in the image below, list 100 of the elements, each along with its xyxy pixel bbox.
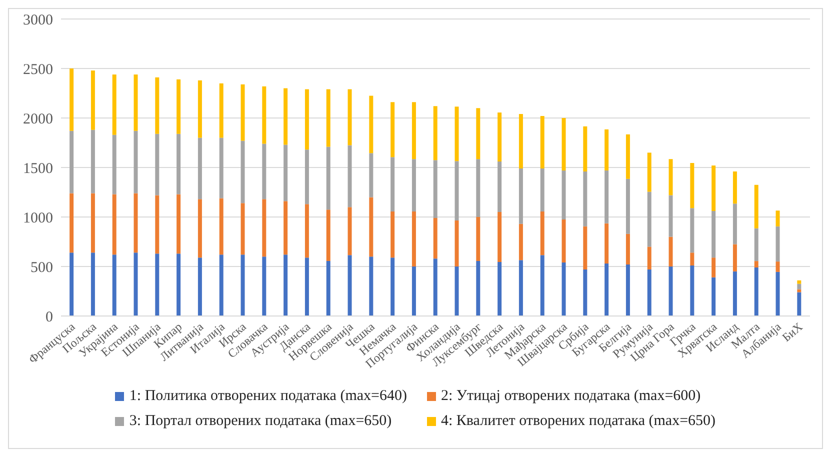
bar: [240, 84, 245, 141]
bar: [240, 254, 245, 316]
legend-label: 2: Утицај отворених података (max=600): [440, 388, 701, 405]
bar: [498, 262, 502, 316]
bar: [690, 266, 694, 316]
bar: [540, 255, 544, 316]
bar: [604, 264, 609, 316]
bar: [776, 272, 780, 316]
bar: [70, 68, 74, 131]
bar: [626, 264, 630, 316]
bar: [668, 236, 673, 266]
bar: [690, 208, 694, 253]
y-tick-label: 0: [46, 309, 53, 326]
y-tick-label: 1000: [23, 210, 53, 226]
legend-label: 1: Политика отворених података (max=640): [129, 388, 407, 405]
bar: [518, 224, 523, 260]
bar: [176, 194, 181, 254]
bar: [198, 258, 202, 316]
bar: [604, 129, 609, 170]
bar: [262, 86, 266, 144]
bar: [304, 258, 309, 316]
bar: [348, 145, 352, 208]
bar: [540, 116, 544, 168]
bar: [198, 199, 202, 258]
bar: [454, 106, 459, 162]
bar: [219, 138, 224, 198]
bar: [176, 254, 181, 316]
bar: [797, 280, 802, 284]
bar: [433, 218, 438, 259]
legend-label: 3: Портал отворених података (max=650): [129, 413, 392, 430]
bar: [155, 195, 160, 254]
bar: [712, 166, 716, 212]
bar: [219, 83, 224, 138]
bar: [240, 203, 245, 255]
bar: [112, 194, 116, 255]
bar: [562, 170, 566, 220]
bar: [70, 193, 74, 253]
bar: [326, 146, 330, 210]
bar: [540, 168, 544, 212]
bar: [390, 258, 395, 316]
bar: [668, 195, 673, 237]
bar: [776, 210, 780, 226]
bar: [412, 212, 416, 266]
bar: [369, 197, 374, 257]
bar: [262, 144, 266, 200]
y-tick-label: 500: [30, 260, 53, 276]
bar: [754, 184, 758, 228]
bar: [326, 89, 330, 147]
bar: [647, 152, 652, 192]
bar: [176, 134, 181, 194]
bar: [476, 261, 480, 316]
bar: [112, 134, 116, 194]
bar: [454, 220, 459, 266]
bar: [390, 212, 395, 258]
bar: [754, 267, 758, 316]
bar: [498, 112, 502, 162]
bar: [369, 153, 374, 198]
bar: [518, 114, 523, 168]
bar: [112, 254, 116, 316]
bar: [155, 254, 160, 316]
bar: [668, 266, 673, 316]
y-tick-label: 2500: [23, 62, 53, 78]
bar: [498, 212, 502, 262]
bar: [284, 201, 288, 255]
bar: [518, 168, 523, 224]
bar: [304, 89, 309, 150]
bar: [412, 266, 416, 316]
bar: [776, 226, 780, 262]
bar: [754, 228, 758, 262]
bar: [155, 77, 160, 134]
bar: [754, 261, 758, 268]
bar: [668, 159, 673, 196]
bar: [433, 106, 438, 160]
bar: [412, 159, 416, 212]
legend-label: 4: Квалитет отворених података (max=650): [440, 413, 716, 430]
bar: [562, 262, 566, 316]
bar: [90, 130, 95, 194]
bar: [326, 261, 330, 316]
bar: [712, 258, 716, 278]
bar: [562, 118, 566, 170]
bar: [604, 170, 609, 224]
bar: [348, 207, 352, 256]
bar: [797, 292, 802, 316]
bar: [732, 171, 737, 204]
bar: [433, 160, 438, 218]
bar: [134, 130, 138, 194]
bar: [476, 108, 480, 160]
bar: [732, 204, 737, 244]
bar: [647, 269, 652, 316]
bar: [284, 144, 288, 202]
bar: [134, 193, 138, 253]
bar: [626, 134, 630, 179]
bar: [284, 88, 288, 145]
bar: [219, 254, 224, 316]
bar: [454, 266, 459, 316]
bar: [604, 223, 609, 264]
bar: [712, 211, 716, 258]
bar: [304, 204, 309, 258]
bar: [176, 79, 181, 134]
bar: [732, 244, 737, 272]
